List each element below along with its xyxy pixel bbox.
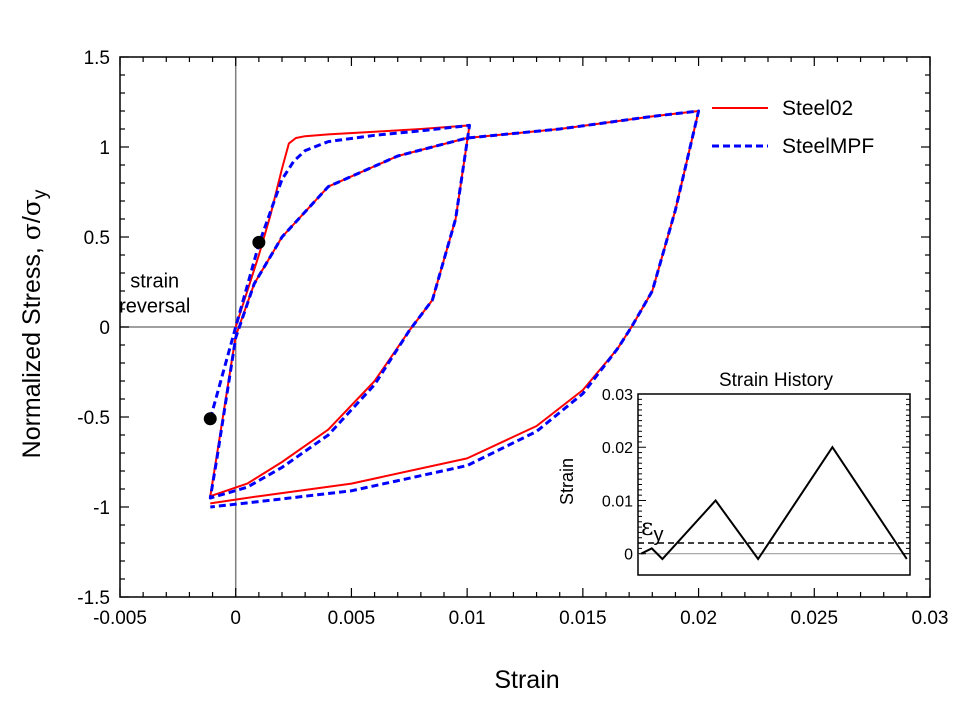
strain-reversal-marker [203,412,217,426]
y-axis-title: Normalized Stress, σ/σy [17,189,51,458]
inset-y-tick-label: 0.02 [602,440,633,457]
inset-title: Strain History [719,370,834,391]
inset-y-tick-label: 0 [624,547,633,564]
x-tick-label: 0.025 [791,608,839,629]
y-tick-label: -1 [93,498,110,519]
y-tick-label: 1 [99,138,110,159]
strain-history-inset: 0 0.01 0.02 0.03 Strain History Strain εy [557,370,911,576]
inset-y-tick-label: 0.03 [602,387,633,404]
y-tick-label: -1.5 [77,588,110,609]
y-tick-label: 1.5 [84,48,110,69]
x-tick-label: 0.02 [680,608,717,629]
x-tick-label: 0.005 [328,608,376,629]
legend-label-steelmpf: SteelMPF [782,135,874,158]
annotation-text: strain [130,270,179,292]
y-tick-label: -0.5 [77,408,110,429]
x-tick-label: 0.015 [559,608,607,629]
y-tick-label: 0.5 [84,228,110,249]
inset-frame [637,393,911,576]
inset-y-axis-title: Strain [557,458,577,505]
annotation-text: reversal [119,296,190,318]
inset-y-tick-label: 0.01 [602,493,633,510]
x-tick-label: -0.005 [93,608,147,629]
yield-strain-label: εy [641,513,663,546]
main-plot: -0.005 0 0.005 0.01 0.015 0.02 0.025 0.03 -1.5 -1… [17,48,948,694]
x-tick-label: 0.03 [912,608,949,629]
y-tick-label: 0 [99,318,110,339]
legend-label-steel02: Steel02 [782,97,853,120]
strain-history-line [640,445,908,561]
strain-reversal-marker [252,235,266,249]
x-tick-label: 0.01 [449,608,486,629]
x-tick-label: 0 [230,608,241,629]
x-axis-title: Strain [494,666,559,694]
series-line-steelmpf [208,109,701,509]
